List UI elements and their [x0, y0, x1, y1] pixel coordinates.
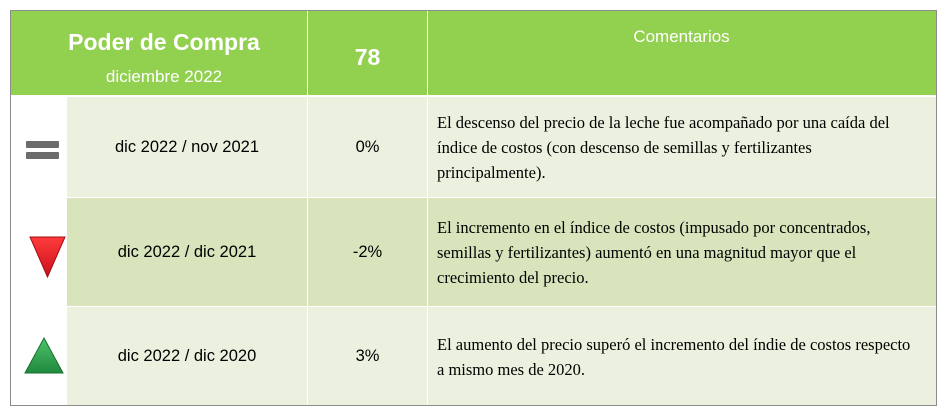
header-divider	[427, 11, 428, 95]
header-divider	[307, 11, 308, 95]
row-icon-cell	[11, 198, 67, 306]
row-period: dic 2022 / dic 2021	[117, 242, 257, 261]
row-comment: El incremento en el índice de costos (im…	[428, 198, 936, 306]
row-comment-text: El aumento del precio superó el incremen…	[437, 334, 911, 379]
row-comment-text: El incremento en el índice de costos (im…	[437, 217, 871, 287]
row-comment: El aumento del precio superó el incremen…	[428, 307, 936, 405]
row-change: -2%	[352, 242, 383, 261]
row-icon-cell	[11, 97, 67, 197]
up-triangle-icon	[24, 337, 64, 374]
table-row: dic 2022 / nov 2021 0% El descenso del p…	[11, 97, 936, 197]
row-comment: El descenso del precio de la leche fue a…	[428, 97, 936, 197]
row-period: dic 2022 / nov 2021	[114, 137, 260, 156]
header-title: Poder de Compra	[68, 29, 260, 55]
equal-icon	[26, 141, 59, 160]
row-change: 3%	[355, 347, 380, 365]
purchasing-power-table: Poder de Compra diciembre 2022 78 Coment…	[10, 10, 937, 406]
table-header: Poder de Compra diciembre 2022 78 Coment…	[11, 11, 936, 95]
down-triangle-icon	[29, 236, 66, 279]
table-row: dic 2022 / dic 2021 -2% El incremento en…	[11, 198, 936, 306]
row-comment-text: El descenso del precio de la leche fue a…	[437, 112, 890, 182]
header-subtitle: diciembre 2022	[105, 67, 223, 86]
header-score: 78	[354, 44, 381, 70]
header-comments-title: Comentarios	[633, 27, 730, 46]
row-icon-cell	[11, 307, 67, 405]
row-period: dic 2022 / dic 2020	[117, 347, 257, 365]
row-change: 0%	[355, 137, 380, 156]
table-row: dic 2022 / dic 2020 3% El aumento del pr…	[11, 307, 936, 405]
